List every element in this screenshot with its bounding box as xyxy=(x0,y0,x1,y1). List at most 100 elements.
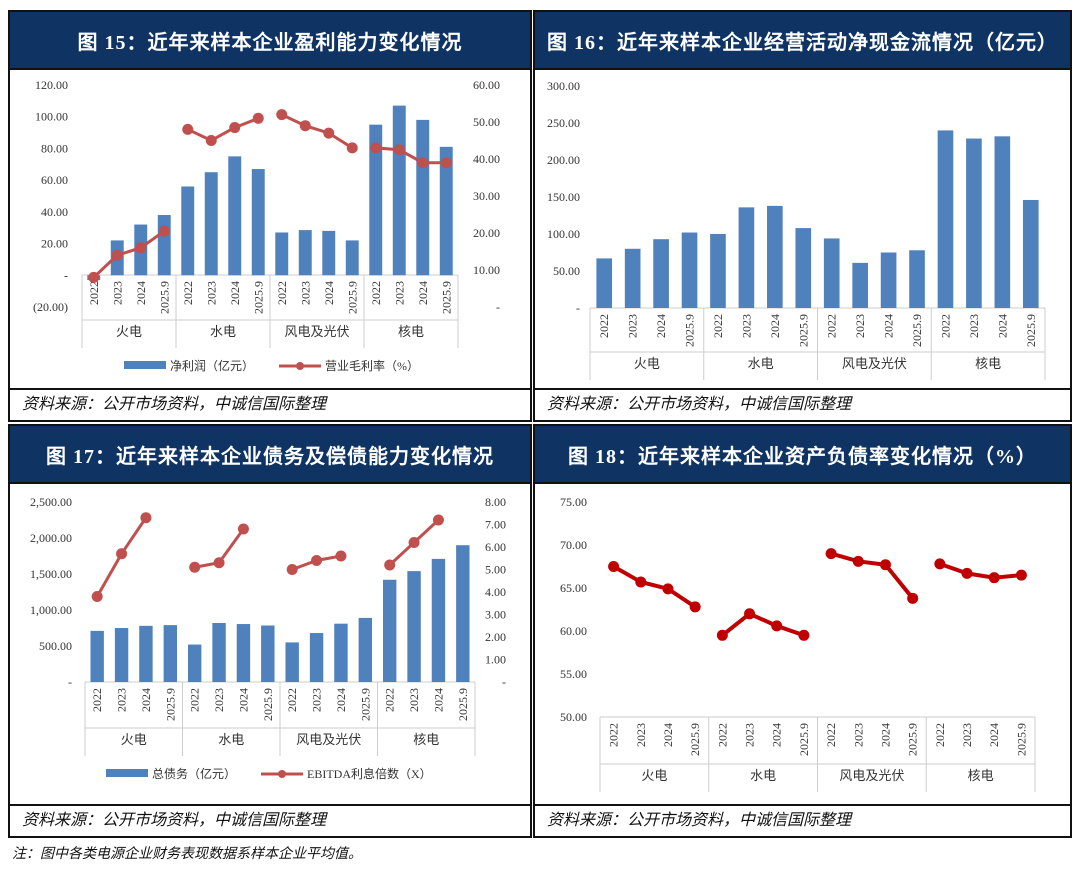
year-label: 2025.9 xyxy=(157,281,171,314)
year-label: 2024 xyxy=(134,281,148,305)
group-label: 水电 xyxy=(748,356,774,371)
y-tick-label: 2,000.00 xyxy=(30,531,72,545)
y2-tick-label: 6.00 xyxy=(485,540,506,554)
data-point xyxy=(370,142,382,154)
series-line xyxy=(187,116,259,143)
data-point xyxy=(417,157,429,169)
legend-bar-swatch xyxy=(124,361,166,369)
bar xyxy=(416,119,430,276)
y2-tick-label: 40.00 xyxy=(473,152,500,166)
legend-label: 总债务（亿元） xyxy=(152,766,236,781)
year-label: 2024 xyxy=(882,314,896,338)
y2-tick-label: - xyxy=(502,675,506,689)
year-label: 2022 xyxy=(188,688,202,712)
bar xyxy=(407,571,421,682)
year-label: 2025.9 xyxy=(906,723,920,756)
bar xyxy=(369,124,383,276)
year-label: 2024 xyxy=(431,688,445,712)
data-point xyxy=(276,109,288,121)
group-label: 水电 xyxy=(210,324,236,339)
bar xyxy=(431,558,446,682)
year-label: 2024 xyxy=(654,314,668,338)
y2-tick-label: 60.00 xyxy=(473,78,500,92)
data-point xyxy=(798,629,810,641)
legend-label: 营业毛利率（%） xyxy=(325,358,419,373)
bar xyxy=(966,138,982,308)
year-label: 2025.9 xyxy=(358,688,372,721)
y2-tick-label: 3.00 xyxy=(485,608,506,622)
bar xyxy=(823,238,840,308)
legend-bar-swatch xyxy=(106,769,148,777)
year-label: 2023 xyxy=(310,688,324,712)
group-label: 核电 xyxy=(975,356,1001,371)
y-tick-label: - xyxy=(64,268,68,282)
year-label: 2023 xyxy=(634,723,648,747)
data-point xyxy=(608,561,620,572)
bar xyxy=(392,105,406,276)
y2-tick-label: 5.00 xyxy=(485,563,506,577)
year-label: 2024 xyxy=(334,688,348,712)
y-tick-label: 200.00 xyxy=(547,153,580,167)
year-label: 2023 xyxy=(204,281,218,305)
bar xyxy=(236,624,251,682)
data-point xyxy=(140,512,152,524)
y-tick-label: 120.00 xyxy=(35,78,68,92)
data-point xyxy=(323,127,335,139)
bar xyxy=(139,625,153,682)
series-line xyxy=(375,146,447,165)
y-tick-label: 40.00 xyxy=(41,205,68,219)
y-tick-label: 75.00 xyxy=(560,495,587,509)
y-tick-label: 300.00 xyxy=(547,79,580,93)
bar xyxy=(309,633,324,682)
y2-tick-label: 8.00 xyxy=(485,495,506,509)
y2-tick-label: 7.00 xyxy=(485,518,506,532)
bar xyxy=(163,625,178,682)
data-point xyxy=(988,572,1000,584)
data-point xyxy=(689,601,701,613)
data-point xyxy=(961,567,973,579)
fig15-source: 资料来源：公开市场资料，中诚信国际整理 xyxy=(10,388,530,420)
year-label: 2025.9 xyxy=(1024,314,1038,347)
data-point xyxy=(771,620,783,632)
year-label: 2023 xyxy=(626,314,640,338)
group-label: 火电 xyxy=(634,356,660,371)
year-label: 2024 xyxy=(768,314,782,338)
y2-tick-label: - xyxy=(496,300,500,314)
data-point xyxy=(299,120,311,132)
year-label: 2022 xyxy=(715,723,729,747)
fig16-source: 资料来源：公开市场资料，中诚信国际整理 xyxy=(535,388,1070,420)
bar xyxy=(322,230,336,276)
bar xyxy=(181,186,195,276)
fig18-source: 资料来源：公开市场资料，中诚信国际整理 xyxy=(535,804,1070,836)
year-label: 2024 xyxy=(322,281,336,305)
year-label: 2024 xyxy=(878,723,892,747)
data-point xyxy=(111,249,123,261)
bar xyxy=(251,169,265,276)
bar xyxy=(653,239,669,308)
bar xyxy=(212,622,226,682)
y-tick-label: 65.00 xyxy=(560,581,587,595)
y-tick-label: 500.00 xyxy=(39,639,72,653)
year-label: 2024 xyxy=(661,723,675,747)
data-point xyxy=(384,559,396,571)
year-label: 2022 xyxy=(90,688,104,712)
year-label: 2025.9 xyxy=(439,281,453,314)
data-point xyxy=(88,271,100,283)
series-line xyxy=(281,113,354,150)
y2-tick-label: 20.00 xyxy=(473,226,500,240)
fig15-panel: 图 15：近年来样本企业盈利能力变化情况 120.00 100.00 80.00 60… xyxy=(8,10,532,422)
year-label: 2024 xyxy=(236,688,250,712)
bar xyxy=(358,617,373,682)
group-label: 核电 xyxy=(413,732,439,747)
year-label: 2023 xyxy=(967,314,981,338)
bar xyxy=(880,252,897,308)
group-label: 风电及光伏 xyxy=(296,732,361,747)
y-tick-label: (20.00) xyxy=(33,300,68,314)
y-tick-label: - xyxy=(576,301,580,315)
legend-label: EBITDA利息倍数（X） xyxy=(307,766,432,781)
year-label: 2023 xyxy=(739,314,753,338)
bar xyxy=(767,205,783,308)
year-label: 2024 xyxy=(228,281,242,305)
bar xyxy=(261,625,275,682)
bar xyxy=(937,130,954,308)
